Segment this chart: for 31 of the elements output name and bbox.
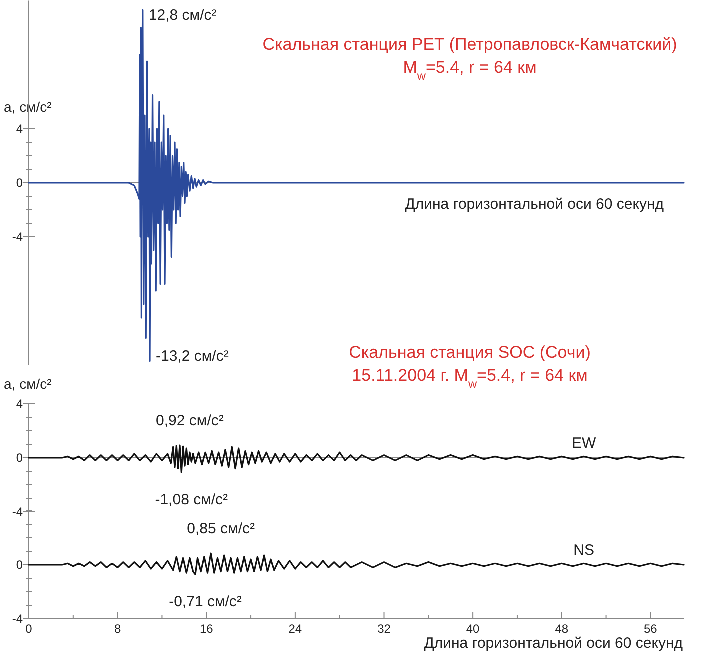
annotation: -13,2 см/с² xyxy=(156,348,229,366)
y-tick-label: 0 xyxy=(16,176,24,190)
text: Скальная станция PET (Петропавловск-Камчатский) xyxy=(262,35,678,54)
series-label: NS xyxy=(574,542,595,559)
text: M$_{w}$=5.4, r = 64 км xyxy=(403,58,537,83)
chart-subtitle: 15.11.2004 г. M$_{w}$=5.4, r = 64 км xyxy=(352,366,588,391)
series-label: EW xyxy=(572,435,598,452)
y-tick-label: 4 xyxy=(16,122,24,136)
x-axis-title: Длина горизонтальной оси 60 секунд xyxy=(405,196,664,213)
y-tick-label: 0 xyxy=(16,558,24,572)
chart-title: Скальная станция SOC (Сочи) xyxy=(349,343,591,362)
y-tick-label: -4 xyxy=(12,230,24,244)
annotation: 0,92 см/с² xyxy=(156,412,224,430)
x-tick-label: 56 xyxy=(644,622,658,636)
x-tick-label: 16 xyxy=(200,622,214,636)
y-axis-title: а, см/с² xyxy=(4,376,52,392)
annotation: 12,8 см/с² xyxy=(148,7,217,24)
annotation: 0,85 см/с² xyxy=(187,520,255,538)
y-tick-label: 4 xyxy=(16,397,24,411)
x-tick-label: 0 xyxy=(26,622,33,636)
y-tick-label: 0 xyxy=(16,451,24,465)
annotation: -1,08 см/с² xyxy=(155,492,228,509)
x-tick-label: 24 xyxy=(288,622,302,636)
annotation: -0,71 см/с² xyxy=(169,594,242,611)
y-tick-label: -4 xyxy=(12,505,24,519)
x-tick-label: 8 xyxy=(114,622,122,636)
x-axis-title: Длина горизонтальной оси 60 секунд xyxy=(424,635,684,652)
y-tick-label: -4 xyxy=(12,612,24,626)
x-tick-label: 48 xyxy=(555,622,569,636)
x-tick-label: 40 xyxy=(466,622,480,636)
x-tick-label: 32 xyxy=(378,622,392,636)
